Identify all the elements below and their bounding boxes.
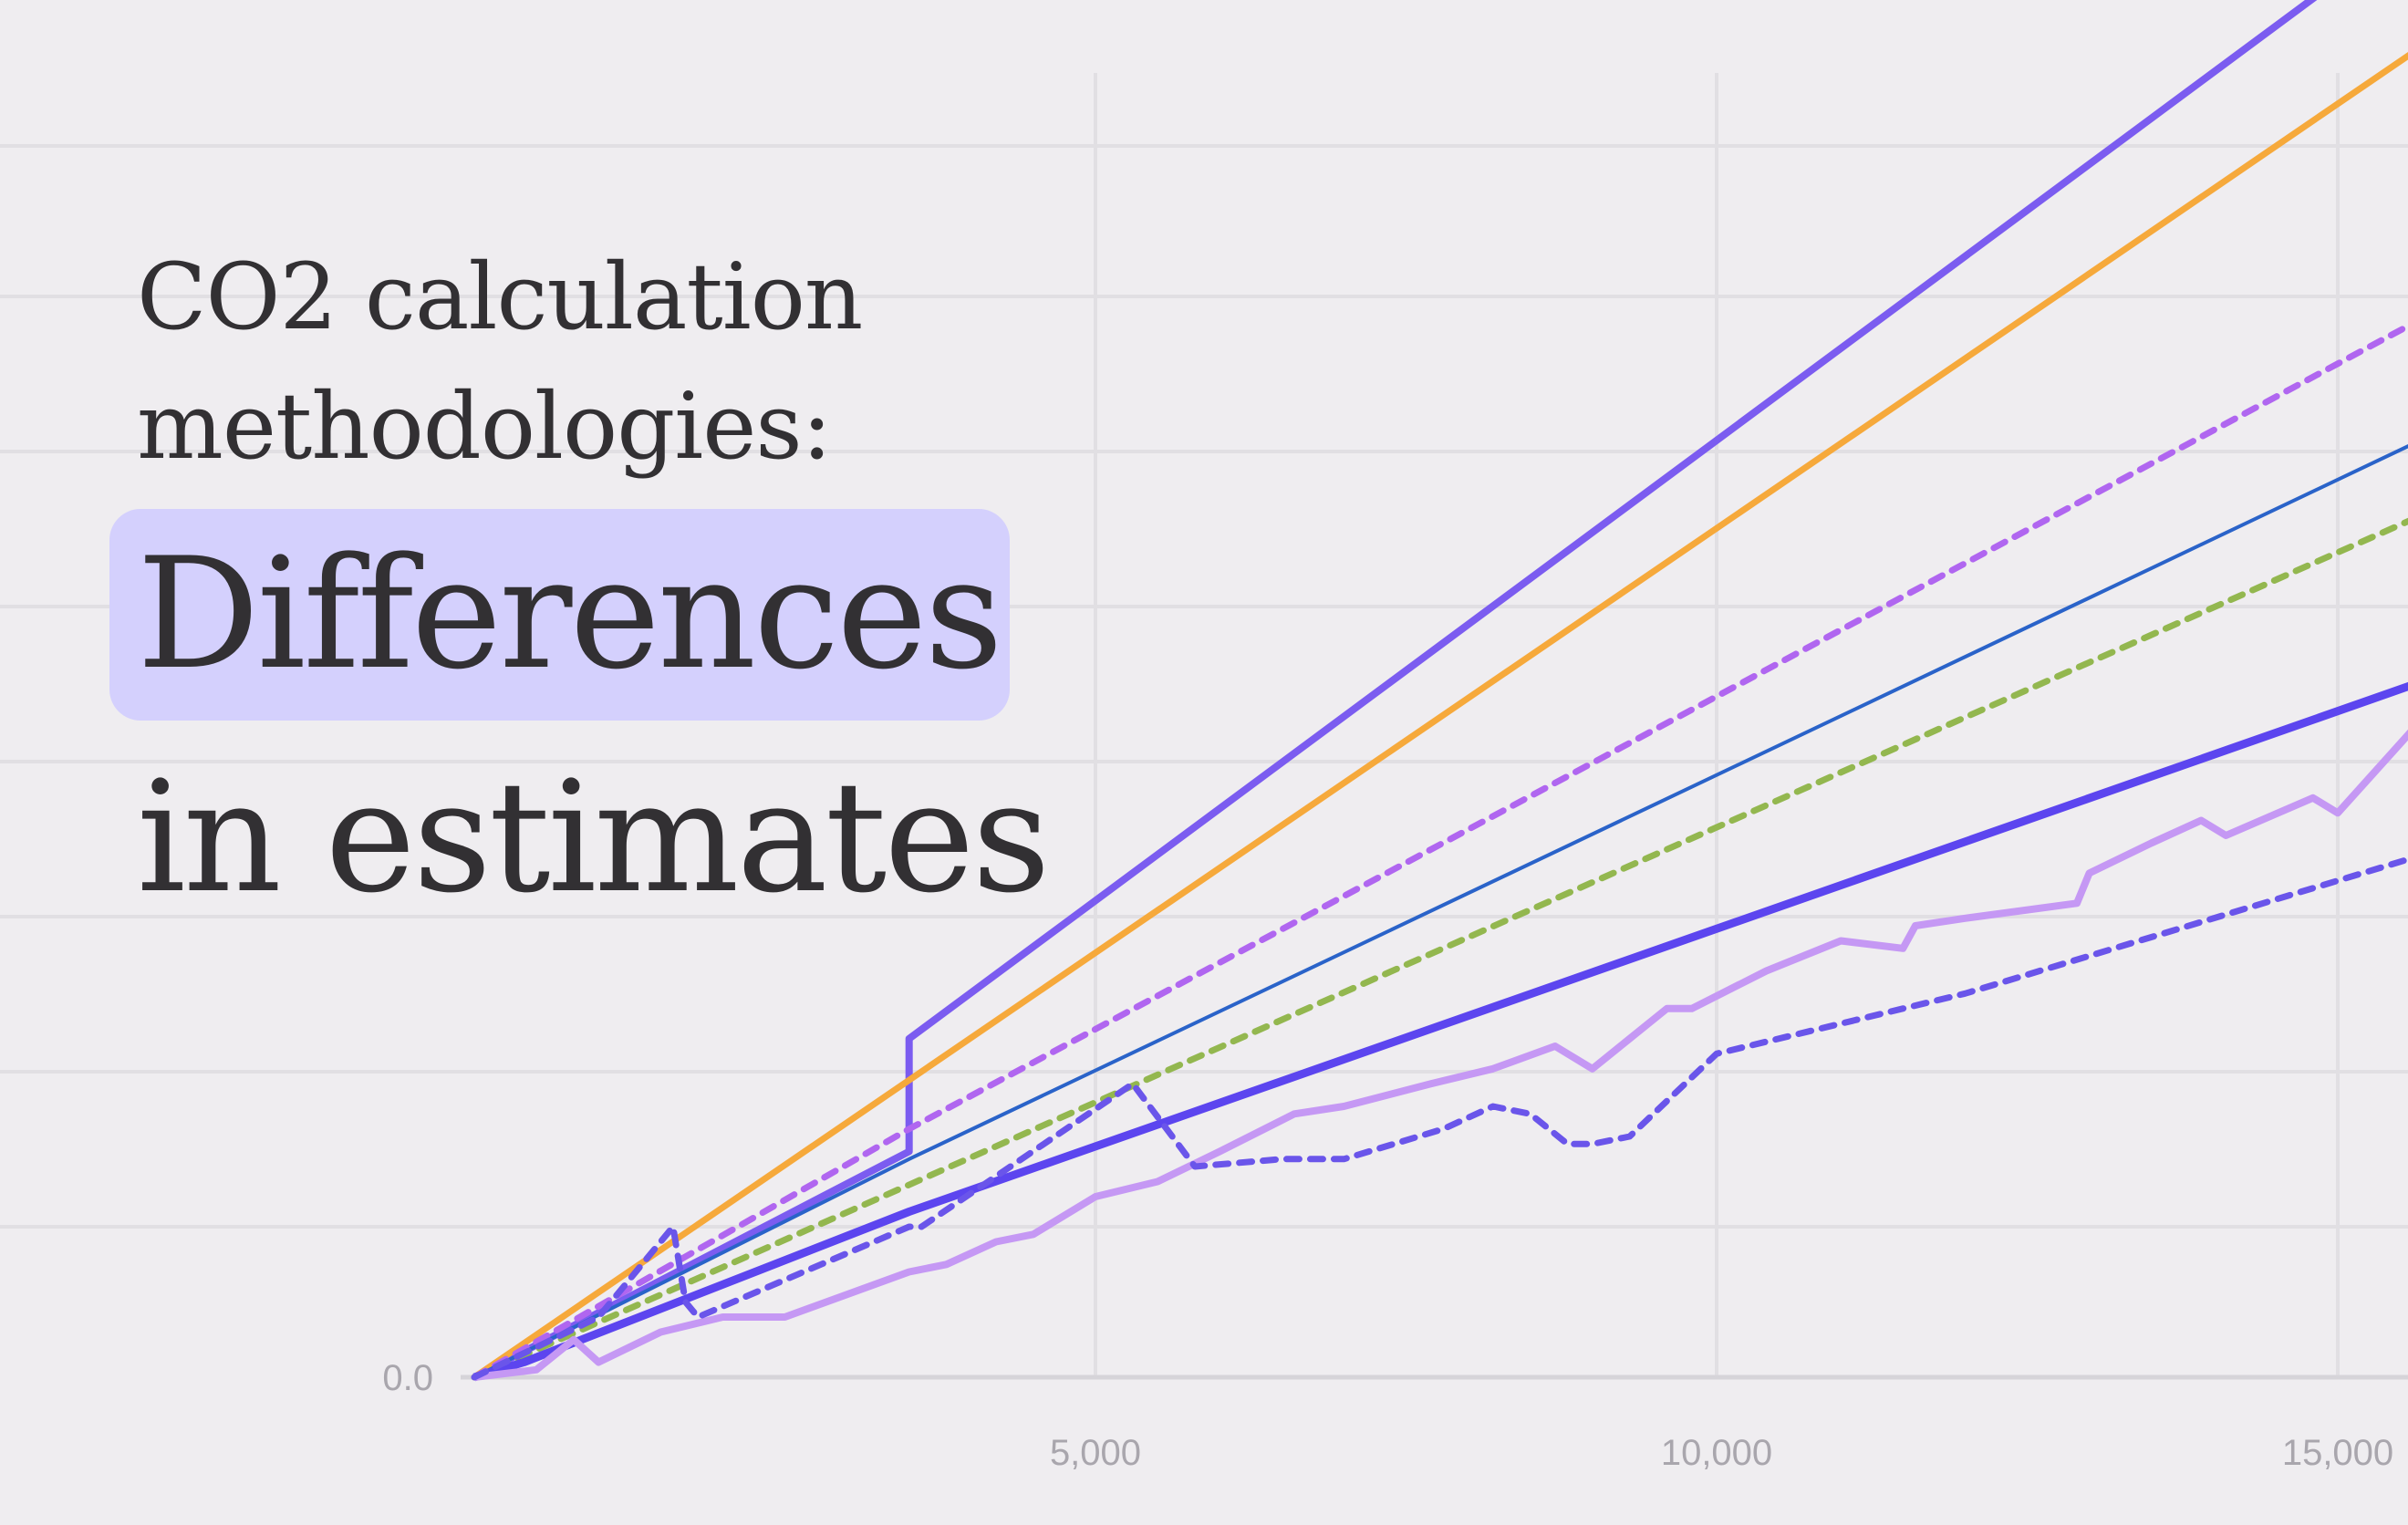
- series-line-8: [471, 856, 2408, 1381]
- highlight-box: [109, 509, 1010, 721]
- series-line-2: [472, 51, 2408, 1380]
- series-line-5: [471, 517, 2408, 1381]
- title-block: CO2 calculation methodologies: Differenc…: [0, 0, 1051, 1003]
- title-highlight-word: Differences: [137, 524, 1003, 703]
- x-tick-label: 15,000: [2282, 1433, 2393, 1473]
- tick-layer: 0.0 5,000 10,000 15,000: [382, 1358, 2393, 1473]
- title-small: CO2 calculation methodologies:: [137, 233, 863, 492]
- x-tick-label: 5,000: [1050, 1433, 1141, 1473]
- title-line-2: methodologies:: [137, 373, 832, 480]
- x-tick-label: 10,000: [1661, 1433, 1772, 1473]
- series-line-1: [472, 0, 2318, 1381]
- y-tick-label: 0.0: [382, 1358, 433, 1398]
- title-line-1: CO2 calculation: [137, 244, 863, 350]
- series-line-4: [473, 444, 2408, 1379]
- series-line-6: [472, 681, 2408, 1382]
- series-line-7: [473, 729, 2408, 1381]
- series-layer: [471, 0, 2408, 1382]
- title-line-4: in estimates: [137, 748, 1051, 927]
